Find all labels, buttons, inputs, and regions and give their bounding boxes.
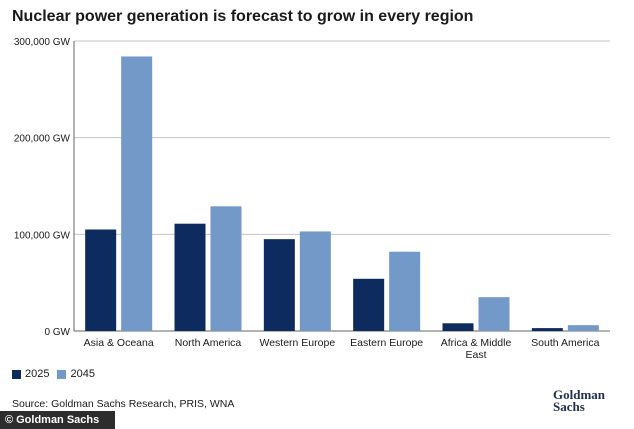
legend-swatch-2025: [12, 369, 21, 379]
x-tick-label: Western Europe: [259, 337, 335, 349]
legend-label-2025: 2025: [25, 368, 50, 380]
legend: 2025 2045: [12, 368, 103, 380]
legend-label-2045: 2045: [70, 368, 95, 380]
y-tick-label: 0 GW: [44, 327, 70, 338]
y-tick-label: 200,000 GW: [14, 134, 71, 145]
legend-item-2045: 2045: [57, 368, 95, 380]
bar-2025-3: [353, 278, 385, 331]
legend-swatch-2045: [57, 369, 67, 379]
gridlines: [73, 40, 610, 332]
x-tick-label: Eastern Europe: [350, 337, 423, 349]
logo-line-1: Goldman: [553, 387, 606, 402]
x-tick-label: North America: [175, 337, 242, 349]
legend-item-2025: 2025: [12, 368, 49, 380]
goldman-sachs-logo: Goldman Sachs: [553, 387, 613, 414]
bars: [85, 56, 599, 331]
footer-text: Goldman Sachs: [16, 414, 100, 426]
bar-2045-0: [121, 56, 153, 331]
y-tick-label: 300,000 GW: [14, 37, 71, 48]
bar-2045-4: [478, 297, 510, 331]
bar-2025-2: [263, 239, 295, 331]
bar-chart: 0 GW 100,000 GW 200,000 GW 300,000 GW Asia …: [14, 37, 610, 361]
bar-2045-3: [389, 251, 421, 331]
x-axis-ticks: Asia & Oceana North America Western Europe…: [84, 337, 600, 361]
y-axis-ticks: 0 GW 100,000 GW 200,000 GW 300,000 GW: [14, 37, 71, 338]
x-tick-label: South America: [531, 337, 599, 349]
bar-2025-5: [531, 328, 563, 331]
footer-credit: © Goldman Sachs: [0, 411, 115, 429]
logo-line-2: Sachs: [553, 399, 585, 414]
chart-title: Nuclear power generation is forecast to …: [12, 8, 474, 25]
y-tick-label: 100,000 GW: [14, 230, 71, 241]
bar-2025-4: [442, 323, 474, 331]
source-note: Source: Goldman Sachs Research, PRIS, WN…: [12, 398, 235, 410]
x-tick-label: Africa & Middle East: [441, 337, 512, 361]
bar-2045-1: [210, 206, 242, 331]
bar-2025-1: [174, 223, 206, 331]
bar-2025-0: [85, 229, 117, 331]
x-tick-label: Asia & Oceana: [84, 337, 154, 349]
bar-2045-5: [567, 325, 599, 331]
copyright-icon: ©: [5, 414, 14, 426]
bar-2045-2: [299, 231, 331, 331]
